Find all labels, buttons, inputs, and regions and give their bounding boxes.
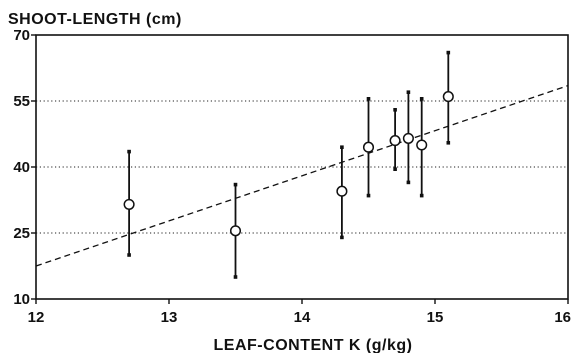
data-point (416, 139, 428, 151)
y-tick-label: 70 (13, 27, 30, 44)
y-axis-title: SHOOT-LENGTH (cm) (8, 11, 182, 28)
data-point (442, 91, 454, 103)
error-bar-cap-bottom (340, 235, 344, 240)
y-ticks: 10 25 40 55 70 (13, 27, 36, 308)
trendline-group (35, 84, 569, 267)
x-tick-label: 12 (28, 309, 45, 326)
trendline (35, 84, 569, 267)
y-tick-label: 10 (13, 291, 30, 308)
error-bars (127, 50, 451, 279)
error-bar-cap-bottom (393, 167, 397, 171)
error-bar-cap-bottom (127, 253, 131, 257)
error-bar-cap-top (393, 108, 397, 112)
data-point (389, 135, 401, 147)
data-points (123, 91, 454, 237)
data-point (336, 185, 348, 197)
y-tick-label: 55 (13, 93, 30, 110)
plot-frame (35, 34, 569, 300)
error-bar-cap-top (419, 97, 424, 101)
x-tick-label: 16 (554, 309, 571, 326)
error-bar-cap-bottom (366, 193, 371, 198)
x-tick-label: 13 (161, 309, 178, 326)
y-tick-label: 40 (13, 159, 30, 176)
x-tick-label: 15 (427, 309, 444, 326)
data-point (229, 225, 242, 237)
data-point (123, 198, 135, 210)
x-tick-label: 14 (294, 309, 311, 326)
error-bar-cap-top (233, 182, 238, 187)
x-ticks: 12 13 14 15 16 (28, 299, 571, 326)
error-bar-cap-bottom (406, 180, 411, 185)
error-bar-cap-top (406, 90, 411, 94)
error-bar-cap-bottom (233, 275, 238, 279)
y-tick-label: 25 (13, 225, 30, 242)
error-bar-cap-bottom (446, 141, 451, 145)
error-bar-cap-top (446, 50, 451, 55)
error-bar-cap-top (127, 149, 131, 154)
error-bar-cap-bottom (419, 193, 424, 198)
error-bar-cap-top (340, 145, 344, 149)
x-axis-title: LEAF-CONTENT K (g/kg) (214, 337, 413, 353)
error-bar-cap-top (366, 97, 371, 101)
gridlines (36, 100, 568, 234)
data-point (402, 132, 414, 144)
data-point (362, 141, 375, 153)
